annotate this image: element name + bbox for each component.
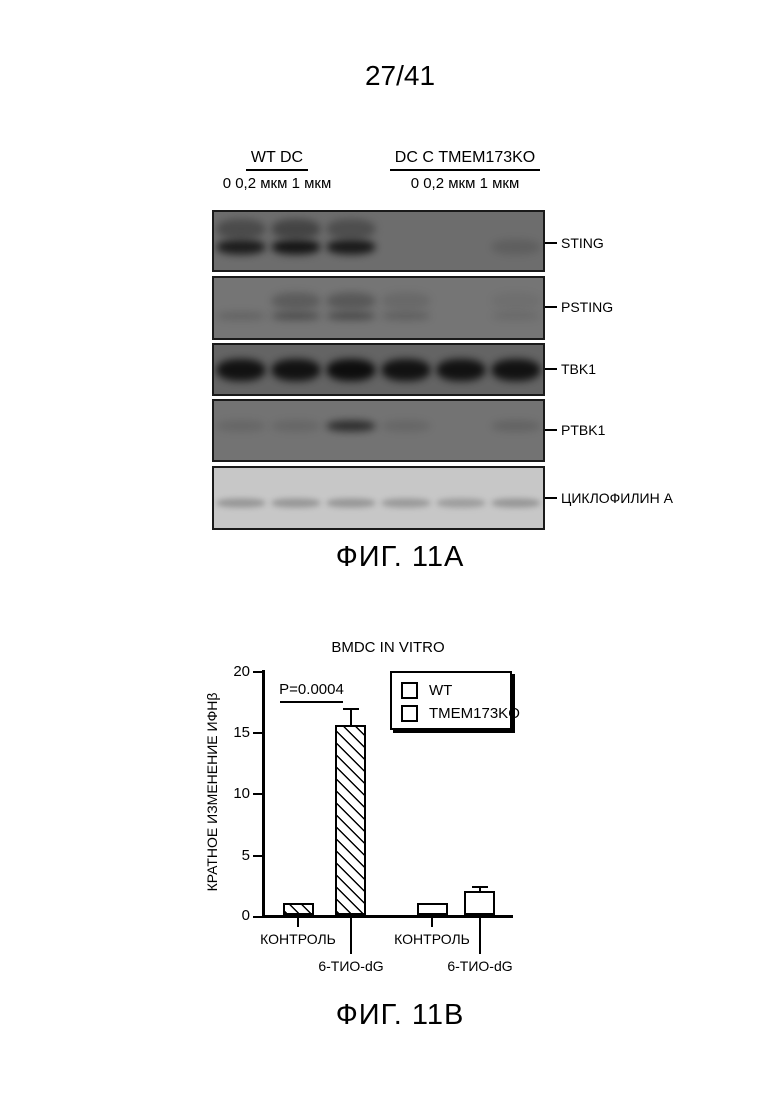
- blot-band: [216, 311, 266, 320]
- bar-tmem173ko-6-thio-dg: [464, 890, 495, 915]
- blot-band: [326, 311, 376, 320]
- legend-row-wt: WT: [401, 680, 510, 700]
- blot-panel-psting: [212, 276, 545, 340]
- group-label-wt-dc: WT DC: [245, 149, 309, 171]
- blot-label-cyclophilin-a: ЦИКЛОФИЛИН А: [561, 490, 673, 506]
- blot-band: [381, 359, 431, 382]
- blot-tick-tbk1: [545, 368, 557, 370]
- y-tick-0: [253, 916, 262, 918]
- legend-label-tmem173ko: TMEM173KO: [429, 704, 520, 722]
- blot-band: [216, 420, 266, 432]
- blot-band: [491, 239, 541, 255]
- blot-band: [491, 420, 541, 432]
- blot-band: [326, 420, 376, 432]
- blot-band: [326, 498, 376, 508]
- blot-band: [491, 359, 541, 382]
- blot-band: [271, 498, 321, 508]
- blot-band: [491, 292, 541, 310]
- x-tick-wt-6-thio-dg: [350, 918, 352, 954]
- x-tick-tmem173ko-control: [431, 918, 433, 927]
- legend-row-tmem173ko: TMEM173KO: [401, 703, 520, 723]
- bar-wt-6-thio-dg: [335, 725, 366, 915]
- legend-swatch-tmem173ko: [401, 704, 418, 722]
- x-label-wt-control: КОНТРОЛЬ: [260, 931, 336, 947]
- y-tick-label-0: 0: [241, 907, 250, 924]
- x-tick-tmem173ko-6-thio-dg: [479, 918, 481, 954]
- x-label-tmem173ko-control: КОНТРОЛЬ: [394, 931, 470, 947]
- error-bar-stem: [350, 710, 352, 726]
- blot-band: [216, 498, 266, 508]
- blot-band: [436, 359, 486, 382]
- blot-band: [271, 420, 321, 432]
- blot-band: [381, 498, 431, 508]
- page-number: 27/41: [364, 60, 436, 91]
- y-tick-label-20: 20: [233, 663, 250, 680]
- blot-label-tbk1: TBK1: [561, 361, 597, 377]
- group-label-tmem173ko: DC С TMEM173KO: [389, 149, 541, 171]
- blot-label-ptbk1: PTBK1: [561, 422, 606, 438]
- blot-band: [271, 239, 321, 255]
- y-tick-10: [253, 793, 262, 795]
- y-tick-label-5: 5: [241, 847, 250, 864]
- p-value-annotation: P=0.0004: [279, 681, 344, 698]
- blot-label-psting: PSTING: [561, 299, 614, 315]
- p-value-underline: [280, 701, 343, 703]
- chart-title: BMDC IN VITRO: [331, 639, 445, 656]
- blot-band: [326, 239, 376, 255]
- blot-band: [326, 359, 376, 382]
- blot-label-sting: STING: [561, 235, 604, 251]
- y-tick-label-15: 15: [233, 724, 250, 741]
- blot-panel-tbk1: [212, 343, 545, 396]
- blot-band: [216, 239, 266, 255]
- x-tick-wt-control: [297, 918, 299, 927]
- blot-band: [491, 498, 541, 508]
- blot-band: [491, 311, 541, 320]
- legend-swatch-wt: [401, 681, 418, 699]
- x-axis-line: [262, 915, 513, 918]
- blot-panel-ptbk1: [212, 399, 545, 462]
- y-tick-5: [253, 855, 262, 857]
- blot-band: [216, 219, 266, 240]
- error-bar-tmem173ko-6-thio-dg: [472, 885, 488, 891]
- legend-label-wt: WT: [429, 681, 453, 699]
- lane-group-wt-dc: WT DC 0 0,2 мкм 1 мкм: [194, 149, 360, 192]
- y-tick-15: [253, 732, 262, 734]
- blot-band: [271, 311, 321, 320]
- error-bar-wt-6-thio-dg: [343, 708, 359, 726]
- fig-11a-caption: ФИГ. 11А: [335, 541, 465, 573]
- blot-band: [381, 292, 431, 310]
- blot-band: [271, 292, 321, 310]
- blot-tick-sting: [545, 242, 557, 244]
- blot-panel-cyclophilin-a: [212, 466, 545, 530]
- x-label-tmem173ko-6-thio-dg: 6-ТИО-dG: [447, 958, 513, 974]
- blot-band: [216, 359, 266, 382]
- blot-panel-sting: [212, 210, 545, 272]
- y-tick-20: [253, 671, 262, 673]
- blot-tick-ptbk1: [545, 429, 557, 431]
- blot-band: [381, 420, 431, 432]
- fig-11b-caption: ФИГ. 11В: [335, 999, 465, 1031]
- blot-tick-psting: [545, 306, 557, 308]
- lane-group-tmem173ko: DC С TMEM173KO 0 0,2 мкм 1 мкм: [385, 149, 545, 192]
- blot-band: [326, 219, 376, 240]
- blot-tick-cyclophilin-a: [545, 497, 557, 499]
- group-doses-tmem173ko: 0 0,2 мкм 1 мкм: [410, 175, 520, 192]
- blot-band: [271, 359, 321, 382]
- bar-tmem173ko-control: [417, 902, 448, 915]
- group-doses-wt-dc: 0 0,2 мкм 1 мкм: [222, 175, 332, 192]
- blot-band: [381, 311, 431, 320]
- blot-band: [436, 498, 486, 508]
- y-axis-line: [262, 670, 265, 918]
- chart-legend: WT TMEM173KO: [390, 671, 520, 730]
- bar-wt-control: [283, 902, 314, 915]
- y-tick-label-10: 10: [233, 785, 250, 802]
- x-label-wt-6-thio-dg: 6-ТИО-dG: [318, 958, 384, 974]
- blot-band: [271, 219, 321, 240]
- error-bar-stem: [479, 887, 481, 891]
- blot-band: [326, 292, 376, 310]
